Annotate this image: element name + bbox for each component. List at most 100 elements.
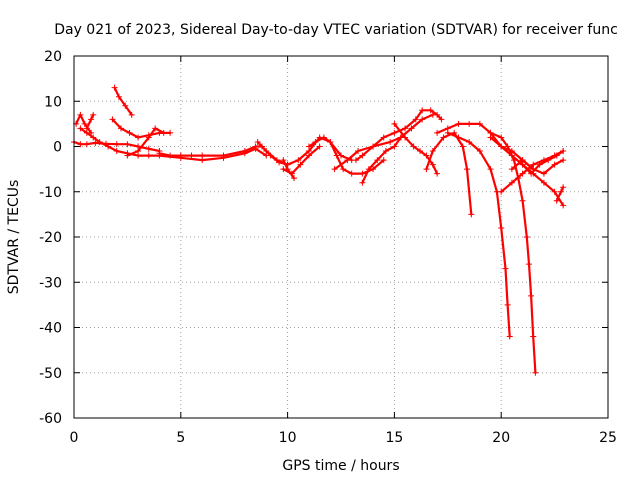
data-point [167,129,174,136]
y-tick-label: -30 [39,275,62,291]
grid [74,56,608,418]
data-point [498,188,505,195]
data-point [551,188,558,195]
data-point [126,129,133,136]
data-point [558,188,565,195]
data-point [519,170,526,177]
x-tick-label: 25 [599,430,617,446]
data-point [359,179,366,186]
data-point [284,166,291,173]
data-point [508,152,515,159]
data-point [380,157,387,164]
series-s25 [553,184,567,204]
data-point [365,166,372,173]
data-point [177,152,184,159]
data-point [464,166,471,173]
data-point [115,93,122,100]
data-point [355,148,362,155]
data-point [135,134,142,141]
data-point [466,120,473,127]
data-point [359,152,366,159]
data-point [560,184,567,191]
data-point [519,161,526,168]
data-point [320,134,327,141]
data-point [291,175,298,182]
data-point [391,143,398,150]
data-point [77,125,84,132]
data-point [423,166,430,173]
data-point [117,125,124,132]
data-point [81,120,88,127]
y-tick-label: -10 [39,185,62,201]
x-tick-label: 10 [279,430,297,446]
data-point [273,157,280,164]
data-point [160,129,167,136]
data-point [528,170,535,177]
data-point [305,152,312,159]
data-point [402,125,409,132]
chart-title: Day 021 of 2023, Sidereal Day-to-day VTE… [54,22,618,38]
data-point [135,148,142,155]
data-point [560,157,567,164]
series-line [256,136,353,166]
data-point [498,224,505,231]
data-point [83,125,90,132]
data-point [352,157,359,164]
data-point [344,157,351,164]
data-point [476,120,483,127]
series-s13 [331,111,436,173]
data-point [423,152,430,159]
data-point [241,148,248,155]
data-point [105,143,112,150]
data-point [402,134,409,141]
data-point [504,301,511,308]
data-point [109,116,116,123]
x-tick-label: 5 [176,430,185,446]
data-point [188,152,195,159]
data-point [502,265,509,272]
data-point [145,145,152,152]
y-tick-label: -60 [39,411,62,427]
data-point [408,125,415,132]
data-point [122,102,129,109]
data-point [333,152,340,159]
data-point [434,170,441,177]
data-point [553,197,560,204]
x-tick-label: 0 [70,430,79,446]
data-point [374,157,381,164]
data-point [387,138,394,145]
data-point [459,143,466,150]
series-line [436,122,535,171]
data-point [77,111,84,118]
data-point [88,116,95,123]
data-point [297,161,304,168]
data-point [551,161,558,168]
data-point [359,170,366,177]
series-s10 [280,143,323,177]
data-point [438,116,445,123]
data-point [487,134,494,141]
data-point [417,148,424,155]
series-s16 [391,120,441,177]
data-point [280,157,287,164]
y-tick-label: -40 [39,321,62,337]
y-tick-label: 0 [53,140,62,156]
data-point [111,84,118,91]
data-point [508,166,515,173]
series-line [307,136,385,175]
series-s4 [83,111,97,132]
series-s11 [280,157,298,182]
data-point [83,141,90,148]
y-tick-label: -50 [39,366,62,382]
series-line [393,122,439,175]
data-point [312,138,319,145]
data-point [295,157,302,164]
data-point [145,134,152,141]
data-point [419,116,426,123]
series-line [361,136,402,184]
data-point [476,148,483,155]
data-point [327,138,334,145]
series-line [85,113,95,130]
data-point [410,143,417,150]
series-s20 [487,129,539,376]
